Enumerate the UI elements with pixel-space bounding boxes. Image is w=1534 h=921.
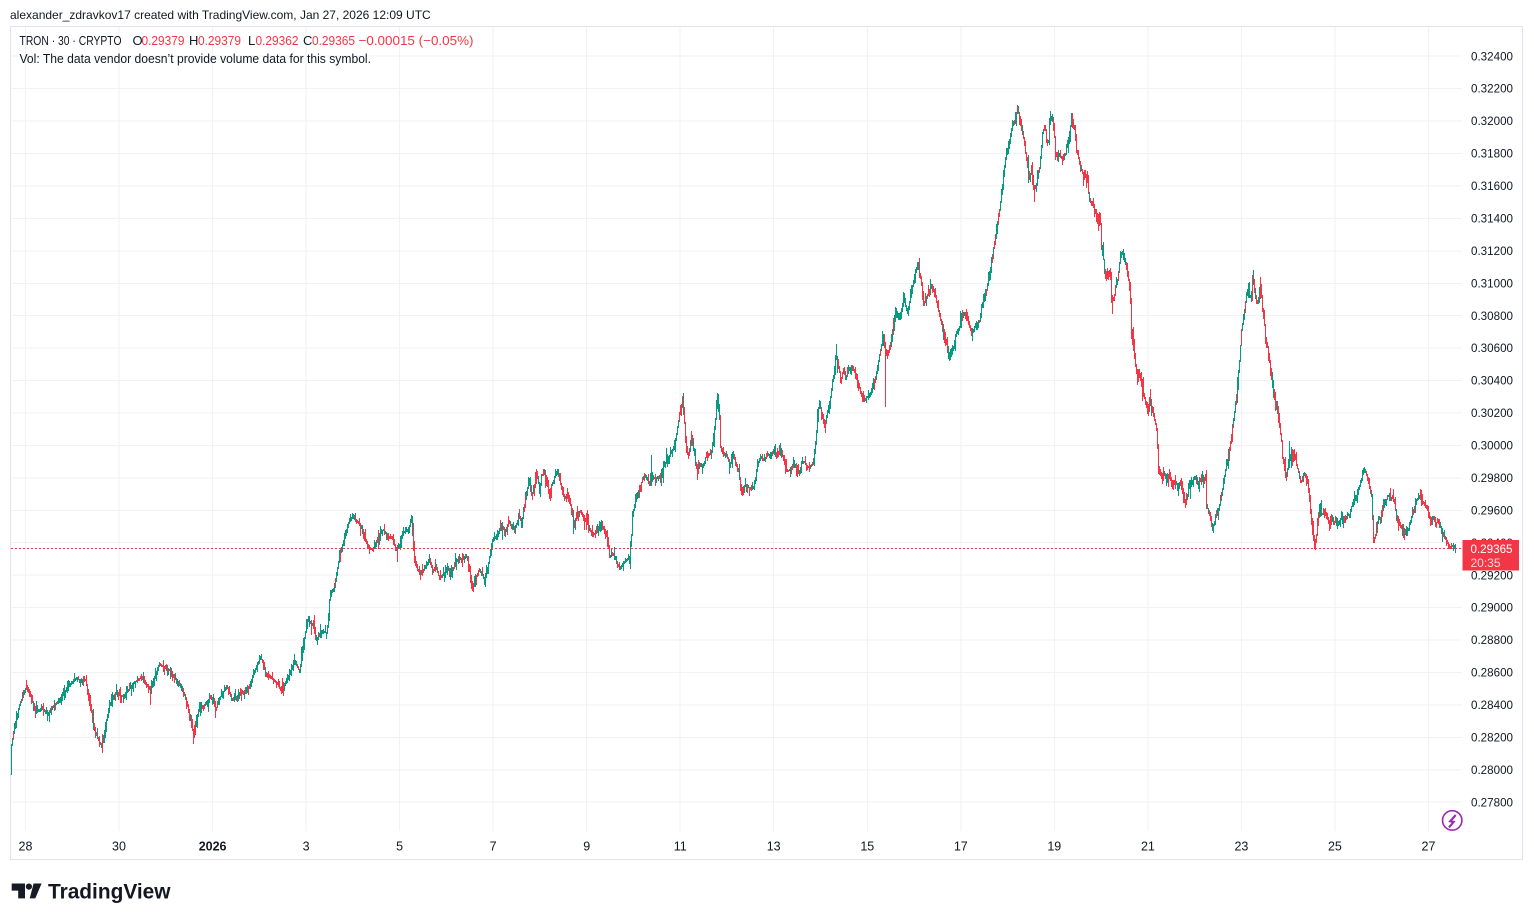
svg-text:H: H	[189, 33, 198, 48]
svg-text:0.29000: 0.29000	[1471, 601, 1513, 615]
svg-text:0.28800: 0.28800	[1471, 633, 1513, 647]
svg-text:28: 28	[19, 840, 33, 854]
svg-text:0.30000: 0.30000	[1471, 439, 1513, 453]
svg-text:0.29379: 0.29379	[198, 33, 241, 48]
svg-text:7: 7	[490, 840, 497, 854]
svg-text:0.30600: 0.30600	[1471, 341, 1513, 355]
svg-text:23: 23	[1234, 840, 1248, 854]
svg-text:0.30800: 0.30800	[1471, 309, 1513, 323]
svg-text:0.32200: 0.32200	[1471, 82, 1513, 96]
svg-text:13: 13	[767, 840, 781, 854]
svg-text:0.32000: 0.32000	[1471, 114, 1513, 128]
svg-text:TRON · 30 · CRYPTO: TRON · 30 · CRYPTO	[20, 33, 122, 48]
svg-text:17: 17	[954, 840, 968, 854]
svg-text:25: 25	[1328, 840, 1342, 854]
svg-text:0.31800: 0.31800	[1471, 147, 1513, 161]
svg-text:0.30400: 0.30400	[1471, 374, 1513, 388]
svg-text:30: 30	[112, 840, 126, 854]
svg-text:3: 3	[303, 840, 310, 854]
svg-text:0.29800: 0.29800	[1471, 471, 1513, 485]
svg-text:2026: 2026	[199, 840, 227, 854]
svg-text:0.29365: 0.29365	[312, 33, 355, 48]
svg-text:0.31000: 0.31000	[1471, 276, 1513, 290]
svg-text:5: 5	[396, 840, 403, 854]
svg-text:20:35: 20:35	[1471, 556, 1501, 570]
svg-text:27: 27	[1422, 840, 1436, 854]
svg-text:0.28200: 0.28200	[1471, 731, 1513, 745]
svg-text:C: C	[303, 33, 312, 48]
svg-text:0.29362: 0.29362	[256, 33, 299, 48]
svg-text:L: L	[248, 33, 255, 48]
svg-text:0.32400: 0.32400	[1471, 49, 1513, 63]
svg-text:0.31400: 0.31400	[1471, 212, 1513, 226]
svg-text:alexander_zdravkov17 created w: alexander_zdravkov17 created with Tradin…	[10, 8, 431, 22]
svg-text:0.31600: 0.31600	[1471, 179, 1513, 193]
svg-text:19: 19	[1047, 840, 1061, 854]
svg-text:0.29200: 0.29200	[1471, 568, 1513, 582]
svg-text:0.31200: 0.31200	[1471, 244, 1513, 258]
svg-text:0.29379: 0.29379	[142, 33, 185, 48]
svg-text:9: 9	[583, 840, 590, 854]
svg-text:0.28600: 0.28600	[1471, 666, 1513, 680]
svg-text:TradingView: TradingView	[48, 881, 171, 904]
svg-text:Vol: The data vendor doesn’t p: Vol: The data vendor doesn’t provide vol…	[20, 52, 372, 66]
svg-text:0.30200: 0.30200	[1471, 406, 1513, 420]
svg-text:0.29600: 0.29600	[1471, 503, 1513, 517]
svg-text:O: O	[133, 33, 143, 48]
svg-text:−0.00015 (−0.05%): −0.00015 (−0.05%)	[359, 33, 474, 48]
svg-text:0.29365: 0.29365	[1471, 542, 1513, 556]
svg-text:15: 15	[860, 840, 874, 854]
svg-text:21: 21	[1141, 840, 1155, 854]
svg-text:11: 11	[674, 840, 687, 854]
svg-text:0.27800: 0.27800	[1471, 795, 1513, 809]
svg-text:0.28400: 0.28400	[1471, 698, 1513, 712]
svg-text:0.28000: 0.28000	[1471, 763, 1513, 777]
